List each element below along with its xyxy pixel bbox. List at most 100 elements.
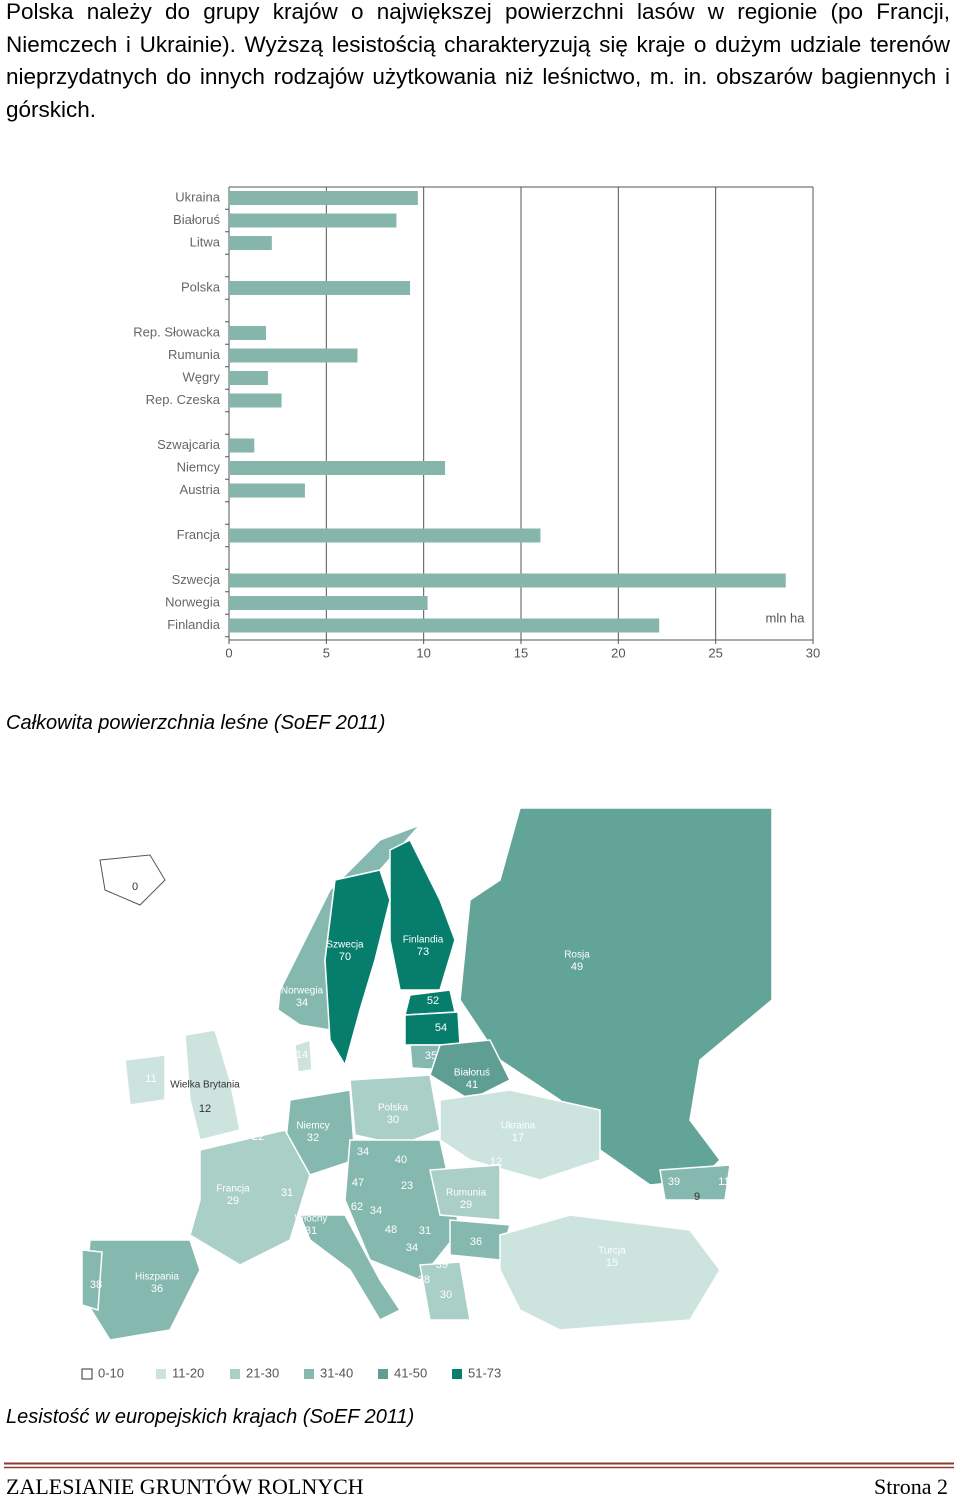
map-value: 54 — [435, 1022, 447, 1034]
y-tick-label: Szwajcaria — [157, 437, 221, 452]
annotation: mln ha — [765, 610, 805, 625]
x-tick-label: 25 — [708, 645, 722, 660]
bar — [229, 348, 358, 363]
bar — [229, 236, 272, 250]
legend-label: 51-73 — [468, 1365, 501, 1380]
y-tick-label: Ukraina — [175, 189, 221, 204]
map-label: Norwegia — [281, 986, 324, 997]
map-value: 47 — [352, 1177, 364, 1189]
map-value: 40 — [395, 1154, 407, 1166]
map-value: 11 — [145, 1073, 156, 1085]
bar — [229, 461, 446, 475]
map-value: 39 — [436, 1259, 448, 1271]
map-value: 49 — [571, 961, 583, 973]
bar — [229, 573, 786, 588]
map-label: Hiszpania — [135, 1272, 179, 1283]
legend-swatch — [304, 1369, 314, 1379]
map-label: Finlandia — [403, 935, 444, 946]
bar — [229, 213, 397, 228]
footer-title: ZALESIANIE GRUNTÓW ROLNYCH — [6, 1474, 364, 1499]
y-tick-label: Rumunia — [168, 347, 221, 362]
map-value: 14 — [296, 1049, 308, 1061]
map-value: 32 — [307, 1132, 319, 1144]
map-label: Polska — [378, 1103, 408, 1114]
map-value: 36 — [151, 1283, 163, 1295]
map-value: 62 — [351, 1201, 363, 1213]
y-tick-label: Finlandia — [167, 617, 221, 632]
legend-swatch — [378, 1369, 388, 1379]
y-tick-label: Węgry — [182, 369, 220, 384]
map-value: 41 — [466, 1079, 478, 1091]
map-value: 30 — [387, 1114, 399, 1126]
y-tick-label: Francja — [177, 527, 221, 542]
y-tick-label: Białoruś — [173, 212, 220, 227]
map-value: 9 — [694, 1191, 700, 1203]
map-value: 11 — [261, 1106, 272, 1118]
map-value: 29 — [460, 1199, 472, 1211]
map-value: 28 — [418, 1274, 430, 1286]
map-value: 31 — [419, 1225, 431, 1237]
map-value: 17 — [512, 1132, 524, 1144]
x-tick-label: 10 — [416, 645, 430, 660]
y-tick-label: Rep. Czeska — [146, 392, 221, 407]
map-value: 31 — [281, 1187, 293, 1199]
x-tick-label: 0 — [225, 645, 232, 660]
footer-rule — [4, 1462, 954, 1469]
legend-swatch — [452, 1369, 462, 1379]
map-value: 39 — [668, 1176, 680, 1188]
map-shapes — [81, 807, 773, 1341]
bar — [229, 371, 268, 385]
map-value: 73 — [417, 946, 429, 958]
legend-label: 21-30 — [246, 1365, 279, 1380]
bar — [229, 438, 255, 453]
caption: Lesistość w europejskich krajach (SoEF 2… — [6, 1406, 415, 1428]
bar — [229, 596, 428, 610]
legend-label: 0-10 — [98, 1365, 124, 1380]
bar — [229, 483, 305, 498]
legend-label: 41-50 — [394, 1365, 427, 1380]
bar — [229, 393, 282, 408]
legend-swatch — [156, 1369, 166, 1379]
map-label: Rosja — [564, 950, 590, 961]
map-value: 12 — [199, 1103, 211, 1115]
map-value: 70 — [339, 951, 351, 963]
legend-label: 11-20 — [172, 1365, 204, 1380]
map-value: 11 — [718, 1176, 729, 1188]
y-tick-label: Niemcy — [177, 459, 221, 474]
x-tick-label: 5 — [323, 645, 330, 660]
map-label: Turcja — [598, 1246, 626, 1257]
y-tick-label: Austria — [180, 482, 221, 497]
bar — [229, 528, 541, 543]
legend-swatch — [230, 1369, 240, 1379]
bar — [229, 191, 418, 205]
map-value: 34 — [370, 1205, 382, 1217]
bar — [229, 326, 266, 340]
map-value: 52 — [427, 995, 439, 1007]
map-label: Białoruś — [454, 1068, 490, 1079]
y-tick-label: Norwegia — [165, 594, 221, 609]
map-value: 15 — [606, 1257, 618, 1269]
x-tick-label: 15 — [514, 645, 528, 660]
page-number: Strona 2 — [874, 1474, 948, 1499]
map-label: Szwecja — [326, 940, 364, 951]
y-tick-label: Rep. Słowacka — [133, 324, 220, 339]
map-value: 29 — [227, 1195, 239, 1207]
map-label: Rumunia — [446, 1188, 486, 1199]
y-tick-label: Szwecja — [172, 572, 221, 587]
x-tick-label: 30 — [806, 645, 820, 660]
map-label: Wielka Brytania — [170, 1080, 240, 1091]
map-value: 35 — [425, 1050, 437, 1062]
map-value: 48 — [385, 1224, 397, 1236]
legend-swatch — [81, 1368, 93, 1380]
map-label: Ukraina — [501, 1121, 536, 1132]
map-value: 34 — [296, 997, 308, 1009]
map-value: 34 — [406, 1242, 418, 1254]
map-label: Francja — [216, 1184, 250, 1195]
x-tick-label: 20 — [611, 645, 625, 660]
map-value: 30 — [440, 1289, 452, 1301]
map-label: Włochy — [295, 1214, 328, 1225]
chart: 0 5 10 15 20 25 30 Ukraina Białoruś Litwa Polska Re… — [133, 186, 820, 660]
y-tick-label: Polska — [181, 279, 221, 294]
